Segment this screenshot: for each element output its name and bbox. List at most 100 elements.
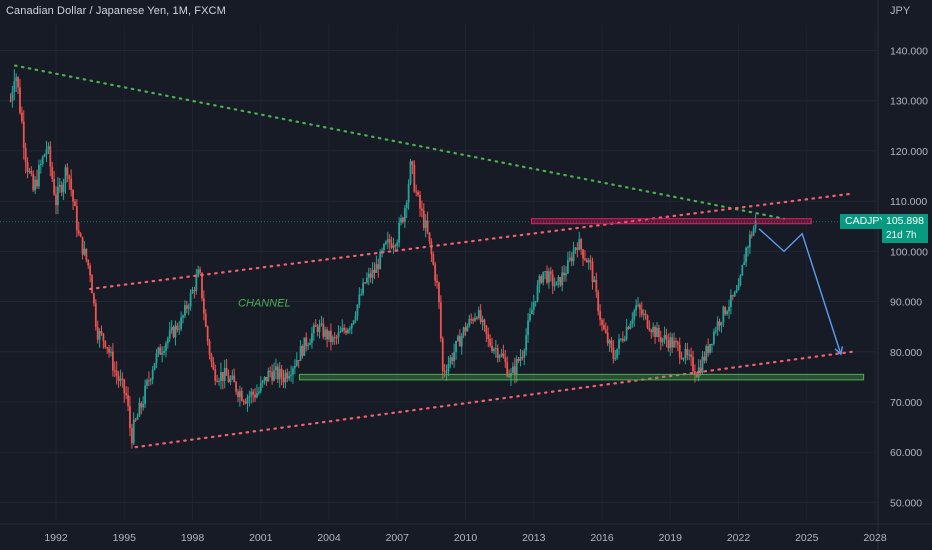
candle-body <box>449 357 452 364</box>
candle-body <box>582 249 584 259</box>
candle-body <box>163 350 165 353</box>
candle-body <box>741 265 744 276</box>
candle-body <box>290 374 292 376</box>
candle-body <box>665 335 668 341</box>
candle-body <box>28 171 31 173</box>
candle-body <box>608 340 611 344</box>
candle-body <box>41 156 44 165</box>
candle-body <box>688 354 691 356</box>
candle-body <box>494 348 497 350</box>
candle-body <box>284 372 287 383</box>
candle-body <box>436 280 438 283</box>
candle-body <box>242 400 245 402</box>
candle-body <box>680 357 683 359</box>
candle-body <box>58 184 61 187</box>
candle-body <box>51 166 54 180</box>
trendline-red[interactable] <box>134 350 854 449</box>
zone-green[interactable] <box>298 373 865 381</box>
y-tick-label: 110.000 <box>890 196 927 208</box>
candle-body <box>77 230 80 234</box>
projection-path[interactable] <box>758 228 842 355</box>
candle-body <box>110 351 112 353</box>
candle-body <box>345 330 347 333</box>
candle-body <box>620 338 622 340</box>
candle-body <box>424 220 427 228</box>
candle-body <box>259 383 262 392</box>
candle-body <box>316 326 319 332</box>
candle-body <box>475 317 478 319</box>
candle-body <box>692 356 694 372</box>
candle-body <box>392 245 395 248</box>
candle-body <box>472 319 474 321</box>
y-tick-label: 50.000 <box>890 497 922 509</box>
candle-body <box>352 320 355 324</box>
candle-body <box>367 273 370 278</box>
candle-body <box>500 353 503 356</box>
candle-body <box>709 344 711 353</box>
candle-body <box>366 277 368 283</box>
candle-body <box>682 358 685 360</box>
candle-body <box>362 282 365 294</box>
candle-body <box>428 232 431 242</box>
candle-body <box>540 276 543 283</box>
candle-body <box>576 247 579 250</box>
candle-body <box>752 228 755 236</box>
axis-unit: JPY <box>890 5 911 17</box>
trendline-green[interactable] <box>13 64 786 220</box>
zone-red[interactable] <box>530 218 812 225</box>
candle-body <box>244 401 247 404</box>
candle-body <box>322 323 325 337</box>
candle-body <box>718 321 721 326</box>
candle-body <box>102 333 105 341</box>
candle-body <box>142 403 145 408</box>
candle-body <box>238 390 241 398</box>
candle-body <box>544 271 547 273</box>
candle-body <box>297 360 300 362</box>
candle-body <box>354 316 357 321</box>
candle-body <box>246 397 249 404</box>
trendline-red[interactable] <box>89 192 854 291</box>
candle-body <box>64 167 67 184</box>
candle-body <box>157 347 160 354</box>
candle-body <box>491 345 493 352</box>
candle-body <box>172 327 175 338</box>
candle-body <box>629 323 632 329</box>
candle-body <box>748 234 751 248</box>
candle-body <box>656 327 658 338</box>
candle-body <box>686 348 689 356</box>
candle-body <box>149 379 152 381</box>
x-tick-label: 2025 <box>795 532 819 544</box>
candle-body <box>210 354 213 362</box>
candle-body <box>301 346 304 356</box>
candle-body <box>130 428 133 444</box>
candle-body <box>333 337 336 339</box>
candle-body <box>644 313 647 316</box>
candle-body <box>593 279 596 283</box>
candle-body <box>663 335 666 339</box>
candle-body <box>584 258 586 260</box>
candle-body <box>55 194 57 206</box>
candle-body <box>337 332 340 338</box>
candle-body <box>720 322 723 326</box>
candle-body <box>483 319 486 326</box>
candle-body <box>117 375 120 381</box>
candle-body <box>89 265 92 276</box>
candle-body <box>604 329 607 333</box>
candle-body <box>136 416 139 420</box>
candle-body <box>595 279 598 292</box>
candle-body <box>106 347 109 349</box>
last-price-badge: 105.898 <box>882 214 928 229</box>
candle-body <box>26 162 29 172</box>
candle-body <box>221 371 224 381</box>
candle-body <box>661 338 664 343</box>
candle-body <box>75 206 78 231</box>
candle-body <box>614 358 617 360</box>
candle-body <box>125 392 128 396</box>
candle-body <box>530 309 533 314</box>
candle-body <box>455 340 457 353</box>
candle-body <box>453 352 456 362</box>
candle-body <box>168 330 171 339</box>
candle-body <box>517 359 520 361</box>
candle-body <box>166 338 169 344</box>
